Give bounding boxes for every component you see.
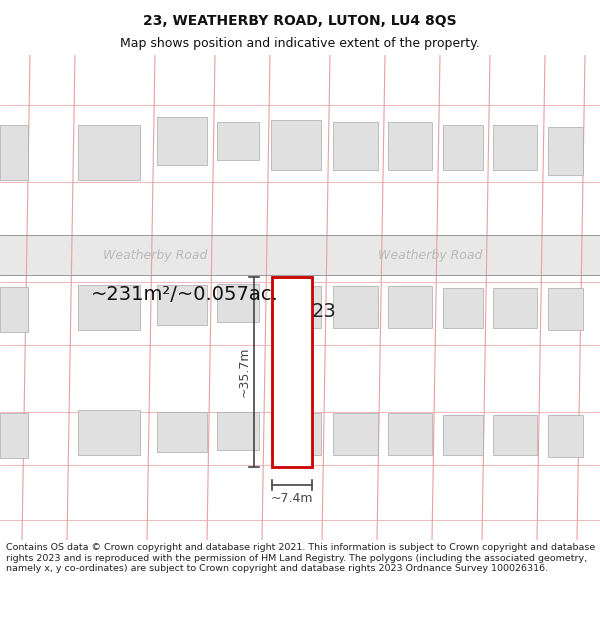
Bar (443, 125, 483, 170)
Bar (157, 117, 207, 165)
Bar (493, 125, 537, 170)
Bar (272, 277, 312, 467)
Bar (548, 127, 583, 175)
Bar (443, 288, 483, 328)
Bar (271, 413, 321, 455)
Bar (388, 286, 432, 328)
Bar (493, 288, 537, 328)
Bar (78, 285, 140, 330)
Bar (271, 286, 321, 328)
Text: Map shows position and indicative extent of the property.: Map shows position and indicative extent… (120, 38, 480, 51)
Text: ~7.4m: ~7.4m (271, 492, 313, 506)
Text: 23, WEATHERBY ROAD, LUTON, LU4 8QS: 23, WEATHERBY ROAD, LUTON, LU4 8QS (143, 14, 457, 28)
Bar (78, 125, 140, 180)
Text: Contains OS data © Crown copyright and database right 2021. This information is : Contains OS data © Crown copyright and d… (6, 543, 595, 573)
Bar (0, 287, 28, 332)
Bar (548, 415, 583, 457)
Bar (217, 412, 259, 450)
Text: Weatherby Road: Weatherby Road (378, 249, 482, 261)
Bar (217, 284, 259, 322)
Text: ~35.7m: ~35.7m (238, 347, 251, 398)
Bar (388, 122, 432, 170)
Bar (78, 410, 140, 455)
Bar (0, 413, 28, 458)
Bar (493, 415, 537, 455)
Bar (0, 125, 28, 180)
Text: 23: 23 (311, 302, 337, 321)
Bar (0, 235, 600, 275)
Text: Weatherby Road: Weatherby Road (103, 249, 207, 261)
Bar (217, 122, 259, 160)
Text: ~231m²/~0.057ac.: ~231m²/~0.057ac. (91, 286, 279, 304)
Bar (157, 285, 207, 325)
Bar (388, 413, 432, 455)
Bar (443, 415, 483, 455)
Bar (333, 122, 378, 170)
Bar (157, 412, 207, 452)
Bar (271, 120, 321, 170)
Bar (333, 413, 378, 455)
Bar (548, 288, 583, 330)
Bar (333, 286, 378, 328)
